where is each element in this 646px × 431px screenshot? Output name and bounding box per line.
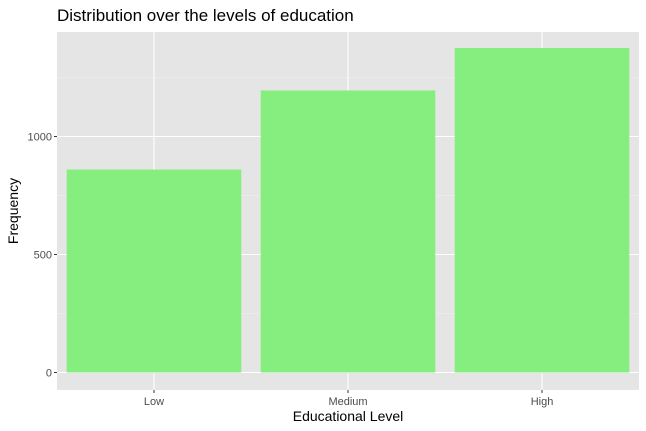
y-tick-label-2: 1000 xyxy=(28,132,52,144)
bar-high xyxy=(454,48,630,373)
x-axis-ticks: Low Medium High xyxy=(144,390,553,408)
x-tick-label-high: High xyxy=(531,396,554,408)
bar-low xyxy=(66,169,242,373)
x-tick-label-low: Low xyxy=(144,396,164,408)
chart-title: Distribution over the levels of educatio… xyxy=(57,6,354,25)
y-axis-title: Frequency xyxy=(5,178,21,244)
x-axis-title: Educational Level xyxy=(293,408,404,424)
x-tick-label-medium: Medium xyxy=(328,396,367,408)
y-tick-label-1: 500 xyxy=(34,250,52,262)
y-axis-ticks: 0 500 1000 xyxy=(28,132,57,380)
bar-medium xyxy=(260,90,436,373)
bars xyxy=(66,48,630,373)
y-tick-label-0: 0 xyxy=(46,368,52,380)
